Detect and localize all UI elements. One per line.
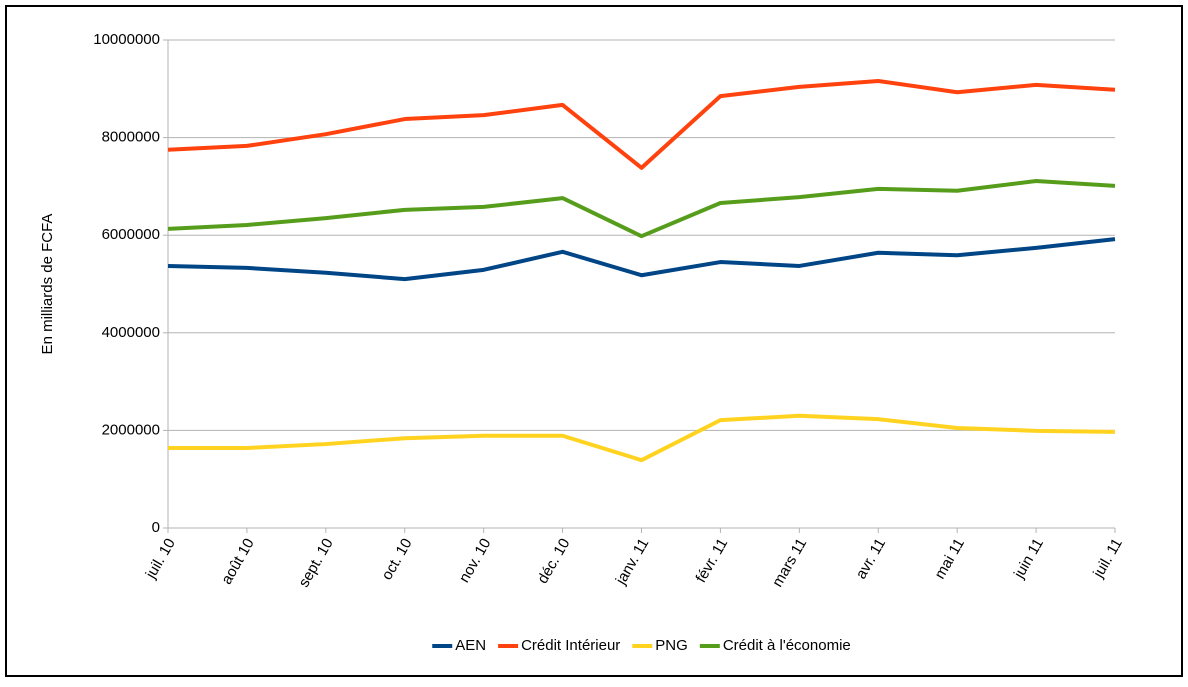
y-tick-label: 0 [152,519,160,536]
y-tick-label: 2000000 [102,421,160,438]
legend-label: Crédit à l'économie [723,637,851,654]
series-line [168,413,1116,463]
series-line [167,179,1116,239]
legend: AEN Crédit Intérieur PNG Crédit à l'économi… [432,637,851,654]
legend-label: AEN [455,637,486,654]
legend-label: PNG [655,637,688,654]
series-line [167,237,1116,282]
y-tick-label: 4000000 [102,324,160,341]
y-tick-label: 6000000 [102,226,160,243]
legend-label: Crédit Intérieur [521,637,620,654]
y-tick-label: 8000000 [102,129,160,146]
series-line [167,78,1116,170]
chart-border [5,5,1183,677]
y-axis-label: En milliards de FCFA [39,214,56,355]
y-tick-label: 10000000 [93,31,160,48]
